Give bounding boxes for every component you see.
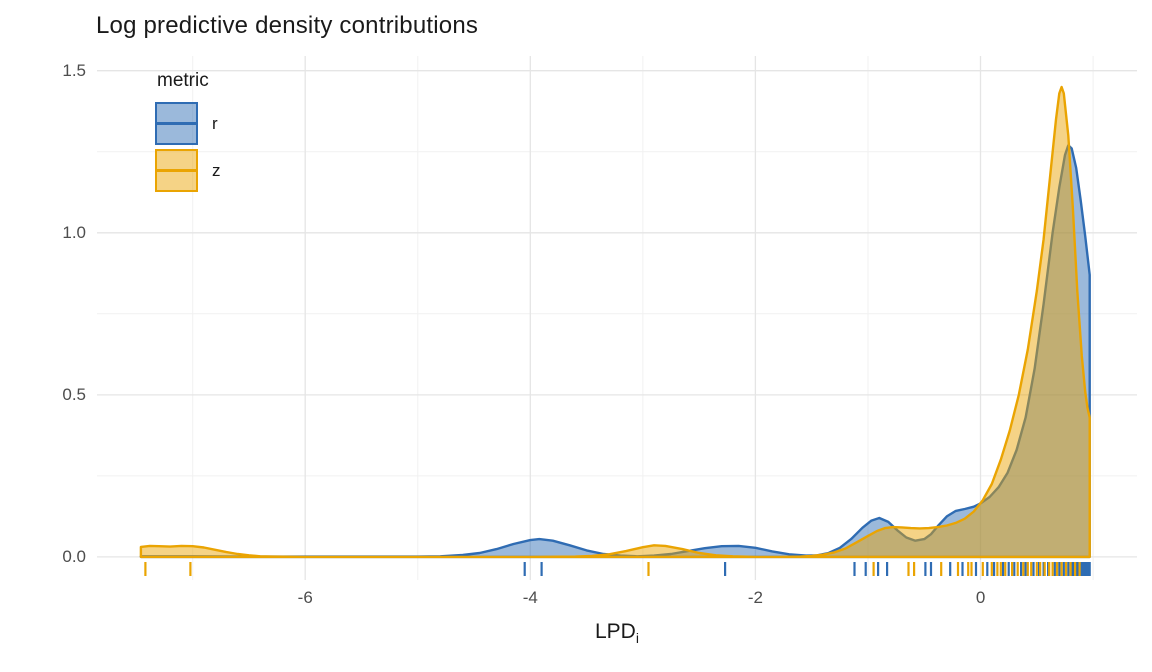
legend-label-r: r — [212, 113, 218, 133]
x-axis-title: LPDi — [547, 620, 687, 646]
y-tick-label: 0.5 — [62, 384, 86, 404]
density-area-z — [139, 85, 1091, 559]
plot-panel — [97, 56, 1137, 580]
x-tick-label: 0 — [975, 588, 986, 607]
legend-entry-r: r — [155, 102, 221, 145]
x-axis-title-subscript: i — [635, 630, 639, 647]
x-tick-label: -2 — [747, 588, 763, 607]
legend-key-swatch-r — [155, 102, 198, 145]
legend-key-swatch-z — [155, 149, 198, 192]
density-area-r — [139, 144, 1091, 559]
y-tick-label: 1.0 — [62, 222, 86, 242]
legend: metric r z — [155, 70, 221, 196]
x-tick-label: -6 — [297, 588, 313, 607]
y-tick-label: 1.5 — [62, 60, 86, 80]
legend-title: metric — [157, 70, 209, 91]
plot-canvas — [97, 56, 1137, 580]
x-tick-label: -4 — [522, 588, 538, 607]
legend-key-line-z — [157, 169, 196, 172]
chart-title: Log predictive density contributions — [96, 12, 479, 39]
legend-label-z: z — [212, 160, 221, 180]
x-axis-title-main: LPD — [595, 620, 636, 643]
legend-entry-z: z — [155, 149, 221, 192]
legend-key-line-r — [157, 122, 196, 125]
y-tick-label: 0.0 — [62, 546, 86, 566]
